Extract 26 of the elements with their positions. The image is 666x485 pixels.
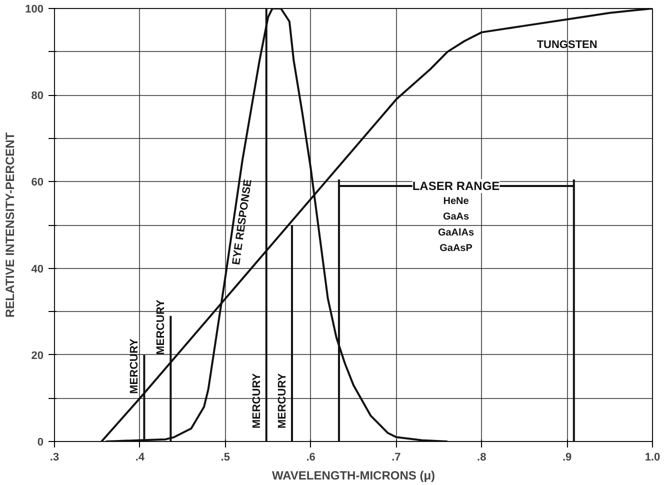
x-tick-label: .6 (306, 452, 316, 464)
text: MERCURY (128, 338, 141, 394)
text: MERCURY (155, 299, 168, 355)
annotation: LASER RANGE (412, 179, 500, 194)
annotation: HeNe (443, 196, 470, 208)
y-tick-label: 100 (25, 4, 44, 16)
x-tick-label: .8 (477, 452, 486, 464)
y-tick-label: 0 (37, 436, 44, 448)
x-tick-label: .3 (50, 452, 60, 464)
annotation: GaAsP (440, 242, 473, 254)
text: MERCURY (250, 372, 263, 429)
y-tick-label: 40 (31, 263, 44, 276)
x-tick-label: .9 (562, 452, 572, 464)
text: EYE RESPONSE (230, 178, 254, 266)
annotation: GaAs (442, 212, 470, 223)
x-axis-title: WAVELENGTH-MICRONS (μ) (272, 468, 436, 482)
y-tick-label: 80 (31, 90, 44, 102)
y-tick-label: 20 (31, 350, 44, 362)
annotation: GaAlAs (438, 227, 475, 238)
x-tick-label: 1.0 (644, 452, 660, 464)
y-tick-label: 60 (31, 176, 44, 189)
x-tick-label: .7 (392, 452, 401, 464)
text: MERCURY (276, 372, 288, 429)
x-tick-label: .4 (135, 452, 146, 464)
x-tick-label: .5 (220, 452, 230, 464)
y-axis-title: RELATIVE INTENSITY-PERCENT (3, 132, 18, 318)
